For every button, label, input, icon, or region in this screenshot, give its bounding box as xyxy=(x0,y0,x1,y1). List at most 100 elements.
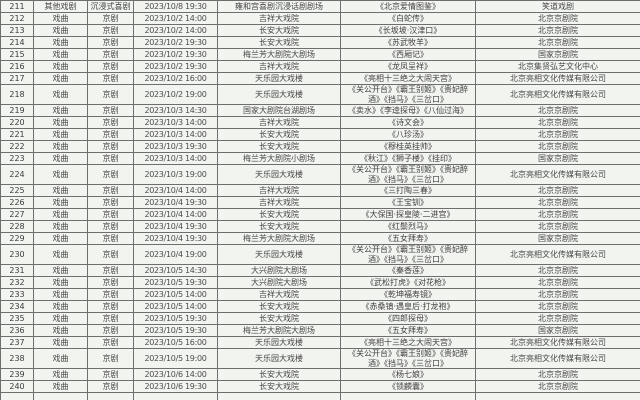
cell-datetime: 2023/10/5 19:30 xyxy=(133,276,218,289)
cell-datetime: 2023/10/5 14:00 xyxy=(133,300,218,313)
cell-organizer: 北京亮相文化传媒有限公司 xyxy=(475,336,640,349)
cell-organizer: 北京亮相文化传媒有限公司 xyxy=(475,164,640,185)
cell-category: 戏曲 xyxy=(33,152,88,165)
cell-genre: 京剧 xyxy=(87,264,134,277)
cell-no: 220 xyxy=(0,116,34,129)
cell-venue: 长安大戏院 xyxy=(217,300,341,313)
cell-genre: 京剧 xyxy=(87,60,134,73)
cell-venue: 长安大戏院 xyxy=(217,312,341,325)
cell-organizer: 北京京剧院 xyxy=(475,128,640,141)
cell-category: 戏曲 xyxy=(33,164,88,185)
cell-no: 212 xyxy=(0,12,34,25)
cell-category: 戏曲 xyxy=(33,232,88,245)
cell-category: 戏曲 xyxy=(33,300,88,313)
cell-title: 《亮相十三绝之大闹天宫》 xyxy=(340,336,476,349)
cell-no: 227 xyxy=(0,208,34,221)
cell-genre: 京剧 xyxy=(87,12,134,25)
cell-no: 228 xyxy=(0,220,34,233)
cell-genre: 京剧 xyxy=(87,196,134,209)
table-row: 227 戏曲 京剧 2023/10/4 14:00 长安大戏院 《大保国·探皇陵·二进宫》… xyxy=(0,208,640,221)
cell-category: 戏曲 xyxy=(33,116,88,129)
cell-category: 戏曲 xyxy=(33,72,88,85)
cell-venue: 长安大戏院 xyxy=(217,220,341,233)
cell-title: 《乾坤福寿镜》 xyxy=(340,288,476,301)
cell-title: 《四郎探母》 xyxy=(340,312,476,325)
cell-category: 戏曲 xyxy=(33,368,88,381)
cell-organizer: 北京京剧院 xyxy=(475,380,640,393)
cell-genre: 京剧 xyxy=(87,36,134,49)
cell-no: 226 xyxy=(0,196,34,209)
cell-genre: 京剧 xyxy=(87,312,134,325)
cell-no: 232 xyxy=(0,276,34,289)
cell-title: 《八珍汤》 xyxy=(340,128,476,141)
cell-title: 《王宝钏》 xyxy=(340,196,476,209)
cell-category: 戏曲 xyxy=(33,184,88,197)
cell-venue: 天乐园大戏楼 xyxy=(217,348,341,369)
cell-category: 戏曲 xyxy=(33,264,88,277)
cell-title: 《白蛇传》 xyxy=(340,12,476,25)
cell-title: 《赤桑镇·遇皇后·打龙袍》 xyxy=(340,300,476,313)
cell-title: 《五女拜寿》 xyxy=(340,324,476,337)
cell-no: 240 xyxy=(0,380,34,393)
cell-no: 217 xyxy=(0,72,34,85)
cell-datetime: 2023/10/3 14:00 xyxy=(133,116,218,129)
cell-no: 233 xyxy=(0,288,34,301)
cell-title: 《苏武牧羊》 xyxy=(340,36,476,49)
cell-empty xyxy=(133,392,218,400)
table-row: 225 戏曲 京剧 2023/10/4 14:00 吉祥大戏院 《三打陶三春》 北京京剧院 xyxy=(0,184,640,197)
cell-datetime: 2023/10/2 19:30 xyxy=(133,48,218,61)
cell-datetime: 2023/10/4 14:00 xyxy=(133,184,218,197)
cell-genre: 京剧 xyxy=(87,84,134,105)
cell-organizer: 北京京剧院 xyxy=(475,36,640,49)
cell-datetime: 2023/10/4 14:00 xyxy=(133,208,218,221)
cell-venue: 吉祥大戏院 xyxy=(217,184,341,197)
cell-no: 238 xyxy=(0,348,34,369)
cell-venue: 梅兰芳大剧院小剧场 xyxy=(217,152,341,165)
cell-genre: 京剧 xyxy=(87,244,134,265)
cell-genre: 沉浸式喜剧 xyxy=(87,0,134,13)
cell-genre: 京剧 xyxy=(87,368,134,381)
cell-venue: 长安大戏院 xyxy=(217,128,341,141)
cell-category: 戏曲 xyxy=(33,24,88,37)
cell-no: 223 xyxy=(0,152,34,165)
cell-no: 230 xyxy=(0,244,34,265)
table-row: 221 戏曲 京剧 2023/10/3 14:00 长安大戏院 《八珍汤》 北京京剧院 xyxy=(0,128,640,141)
cell-datetime: 2023/10/5 14:30 xyxy=(133,264,218,277)
table-row: 216 戏曲 京剧 2023/10/2 19:30 吉祥大戏院 《龙凤呈祥》 北京集贤弘艺文… xyxy=(0,60,640,73)
cell-organizer: 北京京剧院 xyxy=(475,104,640,117)
cell-organizer: 北京京剧院 xyxy=(475,184,640,197)
cell-category: 戏曲 xyxy=(33,208,88,221)
cell-venue: 长安大戏院 xyxy=(217,368,341,381)
cell-category: 戏曲 xyxy=(33,336,88,349)
cell-category: 戏曲 xyxy=(33,128,88,141)
cell-category: 戏曲 xyxy=(33,104,88,117)
cell-title: 《诗文会》 xyxy=(340,116,476,129)
cell-organizer: 北京京剧院 xyxy=(475,208,640,221)
cell-organizer: 北京集贤弘艺文化中心 xyxy=(475,60,640,73)
cell-title: 《龙凤呈祥》 xyxy=(340,60,476,73)
cell-title: 《关公开台》《霸王别姬》《贵妃醉酒》《挡马》《三岔口》 xyxy=(340,164,476,185)
cell-venue: 吉祥大戏院 xyxy=(217,60,341,73)
table-row: 231 戏曲 京剧 2023/10/5 14:30 大兴剧院大剧场 《秦香莲》 北京京剧院 xyxy=(0,264,640,277)
cell-organizer: 北京京剧院 xyxy=(475,300,640,313)
cell-no: 236 xyxy=(0,324,34,337)
table-row: 213 戏曲 京剧 2023/10/2 14:00 长安大戏院 《长坂坡·汉津口》 北京京剧… xyxy=(0,24,640,37)
cell-category: 戏曲 xyxy=(33,324,88,337)
cell-datetime: 2023/10/3 19:00 xyxy=(133,164,218,185)
table-row: 232 戏曲 京剧 2023/10/5 19:30 大兴剧院大剧场 《武松打虎》《对花枪》… xyxy=(0,276,640,289)
cell-title: 《西厢记》 xyxy=(340,48,476,61)
cell-category: 戏曲 xyxy=(33,140,88,153)
table-row: 218 戏曲 京剧 2023/10/2 19:00 天乐园大戏楼 《关公开台》《霸王别姬》… xyxy=(0,84,640,105)
cell-category: 戏曲 xyxy=(33,244,88,265)
cell-organizer: 国家京剧院 xyxy=(475,152,640,165)
cell-organizer: 北京京剧院 xyxy=(475,276,640,289)
cell-no: 225 xyxy=(0,184,34,197)
cell-title: 《亮相十三绝之大闹天宫》 xyxy=(340,72,476,85)
cell-organizer: 北京京剧院 xyxy=(475,368,640,381)
cell-empty xyxy=(0,392,34,400)
table-row: 233 戏曲 京剧 2023/10/5 14:00 吉祥大戏院 《乾坤福寿镜》 北京京剧院 xyxy=(0,288,640,301)
cell-title: 《五女拜寿》 xyxy=(340,232,476,245)
cell-organizer: 北京京剧院 xyxy=(475,24,640,37)
cell-title: 《杨七娘》 xyxy=(340,368,476,381)
